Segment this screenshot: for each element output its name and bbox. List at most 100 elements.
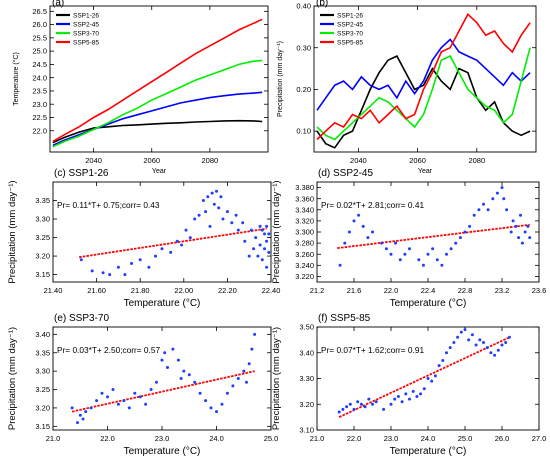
scatter-point [389,252,393,256]
scatter-point [220,402,224,406]
scatter-point [474,343,478,347]
series-line-ssp2-45 [316,38,531,111]
scatter-point [426,377,430,380]
series-line-ssp1-26 [316,55,531,149]
y-tick-label: 22.5 [32,113,47,122]
scatter-point [116,265,120,269]
x-tick-label: 22.00 [174,286,193,295]
y-tick-label: 3.30 [299,374,314,383]
scatter-point [347,230,351,234]
scatter-point [367,397,371,401]
scatter-point [263,247,266,251]
y-tick-label: 24.0 [32,73,47,82]
scatter-point [526,224,530,228]
scatter-point [408,247,411,251]
x-tick-label: 25.0 [458,434,473,443]
scatter-point [374,400,378,404]
regression-annotation: Pr= 0.03*T+ 2.50;corr= 0.57 [57,345,160,355]
x-tick-label: 23.6 [532,286,547,295]
scatter-point [175,239,179,243]
scatter-point [154,254,157,258]
scatter-point [267,232,271,236]
scatter-point [236,228,240,232]
scatter-point [337,410,341,414]
x-axis-label: Year [152,168,167,175]
scatter-point [507,335,511,339]
scatter-point [138,395,142,399]
scatter-point [204,399,208,403]
scatter-point [247,254,251,258]
scatter-point [528,236,532,240]
scatter-point [171,347,175,351]
regression-annotation: Pr= 0.07*T+ 1.62;corr= 0.91 [321,345,424,355]
scatter-point [81,417,85,421]
scatter-point [482,341,485,344]
scatter-point [489,351,493,355]
scatter-point [122,399,126,403]
y-tick-label: 0.10 [296,127,311,136]
y-tick-label: 0.40 [296,2,311,11]
scatter-point [100,391,104,395]
scatter-point [208,224,212,228]
scatter-point [509,230,513,234]
scatter-point [198,391,202,395]
scatter-point [231,384,235,388]
scatter-point [197,213,201,217]
scatter-point [70,406,74,410]
scatter-point [495,191,499,195]
y-axis-label: Precipitation (mm day⁻¹) [7,327,18,430]
y-tick-label: 3.380 [295,183,314,192]
y-tick-label: 3.25 [35,233,50,242]
scatter-point [180,243,184,247]
scatter-point [500,186,504,190]
scatter-point [411,389,415,393]
x-tick-label: 21.80 [131,286,150,295]
scatter-point [147,265,151,269]
plot-area [316,12,531,149]
scatter-point [459,330,463,334]
scatter-point [356,400,360,404]
scatter-point [361,224,365,228]
panel-label: (b) [316,0,328,9]
scatter-point [343,241,347,245]
x-tick-label: 23.0 [155,434,170,443]
scatter-point [130,262,133,265]
scatter-point [254,236,258,240]
y-tick-label: 3.20 [35,404,50,413]
y-tick-label: 26.5 [32,7,47,16]
x-tick-label: 21.6 [347,286,362,295]
scatter-point [514,224,518,228]
regression-line [79,227,267,259]
y-tick-label: 3.220 [295,272,314,281]
panel-label: (f) SSP5-85 [318,313,371,324]
scatter-point [463,328,467,332]
regression-line [71,370,255,413]
scatter-point [111,388,115,391]
scatter-point [382,407,386,411]
scatter-point [352,407,356,411]
x-tick-label: 24.0 [421,434,436,443]
x-tick-label: 22.20 [218,286,237,295]
scatter-point [482,202,485,206]
scatter-point [504,341,508,344]
x-tick-label: 2060 [409,156,426,165]
plot-frame [52,181,272,283]
scatter-point [215,410,218,414]
legend-entry: SSP1-26 [73,13,99,20]
series-line-ssp1-26 [52,119,263,144]
scatter-point [404,392,408,396]
scatter-point [163,351,167,355]
scatter-point [338,263,342,267]
scatter-point [95,399,99,403]
y-tick-label: 3.340 [295,205,314,214]
series-line-ssp3-70 [316,47,531,141]
scatter-point [149,388,153,391]
plot-area [52,18,263,148]
y-tick-label: 3.50 [299,323,314,332]
scatter-point [511,219,515,223]
scatter-point [258,224,262,228]
scatter-point [421,263,425,267]
panel-e: 21.0 22.0 23.0 24.0 25.0 3.15 3.20 3.25 3.30 3.35… [7,313,278,457]
x-tick-label: 22.0 [100,434,115,443]
y-tick-label: 3.40 [299,348,314,357]
